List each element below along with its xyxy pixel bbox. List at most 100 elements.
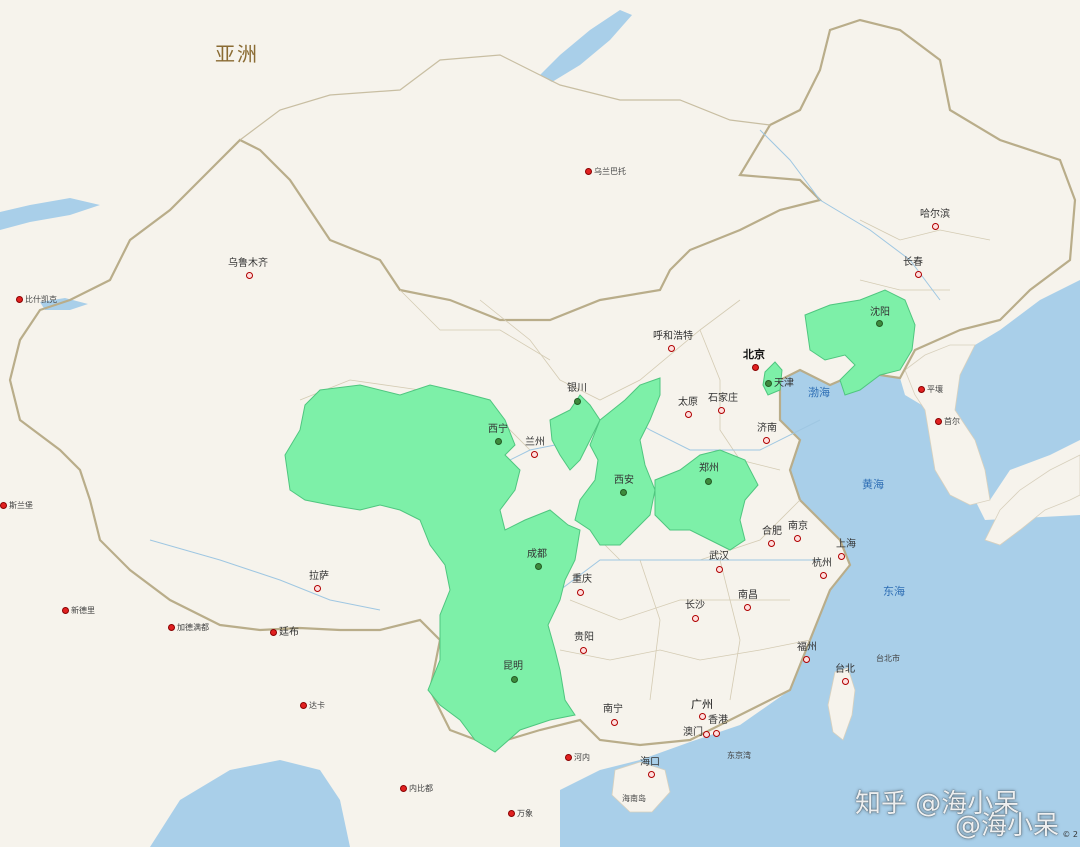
city-macau[interactable]: 澳门 [683, 727, 703, 738]
japan-land [984, 454, 1080, 546]
city-zhengzhou[interactable]: 郑州 [699, 463, 719, 474]
region-tianjin[interactable] [762, 361, 783, 396]
city-fuzhou[interactable]: 福州 [797, 642, 817, 653]
city-nanchang[interactable]: 南昌 [738, 590, 758, 601]
city-dot-icon [915, 271, 922, 278]
city-naypyidaw[interactable]: 内比都 [400, 783, 433, 795]
city-seoul[interactable]: 首尔 [935, 416, 960, 428]
hainan-land [611, 761, 671, 813]
city-dot-icon [620, 489, 627, 496]
city-islamabad[interactable]: 斯兰堡 [0, 500, 33, 512]
city-xining[interactable]: 西宁 [488, 424, 508, 435]
city-wuhan[interactable]: 武汉 [709, 551, 729, 562]
city-yinchuan[interactable]: 银川 [567, 383, 587, 394]
capital-dot-icon [270, 628, 277, 636]
sea-east: 东海 [883, 585, 905, 598]
city-dot-icon [718, 407, 725, 414]
weibo-watermark: @海小呆 [955, 811, 1060, 841]
city-lhasa[interactable]: 拉萨 [309, 571, 329, 582]
city-tianjin[interactable]: 天津 [765, 378, 794, 390]
city-hanoi[interactable]: 河内 [565, 752, 590, 764]
city-dot-icon [314, 585, 321, 592]
city-hongkong[interactable]: 香港 [708, 715, 728, 726]
capital-dot-icon [300, 702, 307, 709]
city-changsha[interactable]: 长沙 [685, 600, 705, 611]
highlighted-provinces[interactable] [284, 289, 916, 753]
city-nanjing[interactable]: 南京 [788, 521, 808, 532]
city-dot-icon [699, 713, 706, 720]
city-dot-icon [703, 731, 710, 738]
city-dot-icon [535, 563, 542, 570]
region-liaoning[interactable] [804, 289, 916, 396]
city-dot-icon [765, 379, 772, 387]
city-dot-icon [838, 553, 845, 560]
city-dot-icon [713, 730, 720, 737]
city-dot-icon [668, 345, 675, 352]
city-lanzhou[interactable]: 兰州 [525, 437, 545, 448]
lake-balkhash [0, 198, 100, 230]
city-kunming[interactable]: 昆明 [503, 661, 523, 672]
city-jinan[interactable]: 济南 [757, 423, 777, 434]
lake-baikal [540, 10, 632, 82]
region-qinghai-sichuan-yunnan[interactable] [284, 384, 581, 753]
city-hangzhou[interactable]: 杭州 [812, 558, 832, 569]
city-dot-icon [876, 320, 883, 327]
city-new-delhi[interactable]: 新德里 [62, 605, 95, 617]
city-nanning[interactable]: 南宁 [603, 704, 623, 715]
capital-dot-icon [400, 785, 407, 792]
city-changchun[interactable]: 长春 [903, 257, 923, 268]
city-dot-icon [803, 656, 810, 663]
city-shenyang[interactable]: 沈阳 [870, 307, 890, 318]
city-dhaka[interactable]: 达卡 [300, 700, 325, 712]
mongolia-border [239, 54, 771, 141]
city-beijing[interactable]: 北京 [743, 348, 765, 361]
city-taiyuan[interactable]: 太原 [678, 397, 698, 408]
city-pyongyang[interactable]: 平壤 [918, 384, 943, 396]
city-ulaanbaatar[interactable]: 乌兰巴托 [585, 166, 626, 178]
capital-dot-icon [168, 624, 175, 631]
city-haikou[interactable]: 海口 [640, 757, 660, 768]
region-shaanxi[interactable] [574, 377, 661, 546]
city-shanghai[interactable]: 上海 [836, 539, 856, 550]
city-kathmandu[interactable]: 加德满都 [168, 622, 209, 634]
city-shijiazhuang[interactable]: 石家庄 [708, 393, 738, 404]
city-chongqing[interactable]: 重庆 [572, 574, 592, 585]
city-xian[interactable]: 西安 [614, 475, 634, 486]
capital-dot-icon [565, 754, 572, 761]
city-dot-icon [705, 478, 712, 485]
capital-dot-icon [935, 418, 942, 425]
city-guangzhou[interactable]: 广州 [691, 698, 713, 711]
city-thimphu[interactable]: 廷布 [270, 627, 299, 639]
city-hefei[interactable]: 合肥 [762, 526, 782, 537]
china-border [8, 18, 1077, 747]
label-tonkin: 东京湾 [727, 751, 751, 760]
city-dot-icon [511, 676, 518, 683]
city-dot-icon [794, 535, 801, 542]
city-dot-icon [580, 647, 587, 654]
city-dot-icon [842, 678, 849, 685]
city-dot-icon [685, 411, 692, 418]
city-chengdu[interactable]: 成都 [527, 549, 547, 560]
city-dot-icon [495, 438, 502, 445]
city-dot-icon [820, 572, 827, 579]
city-urumqi[interactable]: 乌鲁木齐 [228, 258, 268, 269]
city-dot-icon [716, 566, 723, 573]
city-dot-icon [531, 451, 538, 458]
city-vientiane[interactable]: 万象 [508, 808, 533, 820]
label-taipei-district: 台北市 [876, 654, 900, 663]
city-dot-icon [763, 437, 770, 444]
city-dot-icon [932, 223, 939, 230]
continent-label: 亚洲 [215, 42, 259, 66]
region-henan[interactable] [654, 449, 759, 551]
city-guiyang[interactable]: 贵阳 [574, 632, 594, 643]
label-hainan: 海南岛 [622, 794, 646, 803]
city-taibei[interactable]: 台北 [835, 664, 855, 675]
sea-bohai: 渤海 [808, 386, 830, 399]
capital-dot-icon [508, 810, 515, 817]
sea-yellow: 黄海 [862, 478, 884, 491]
city-bishkek[interactable]: 比什凯克 [16, 294, 57, 306]
city-hohhot[interactable]: 呼和浩特 [653, 331, 693, 342]
city-harbin[interactable]: 哈尔滨 [920, 209, 950, 220]
